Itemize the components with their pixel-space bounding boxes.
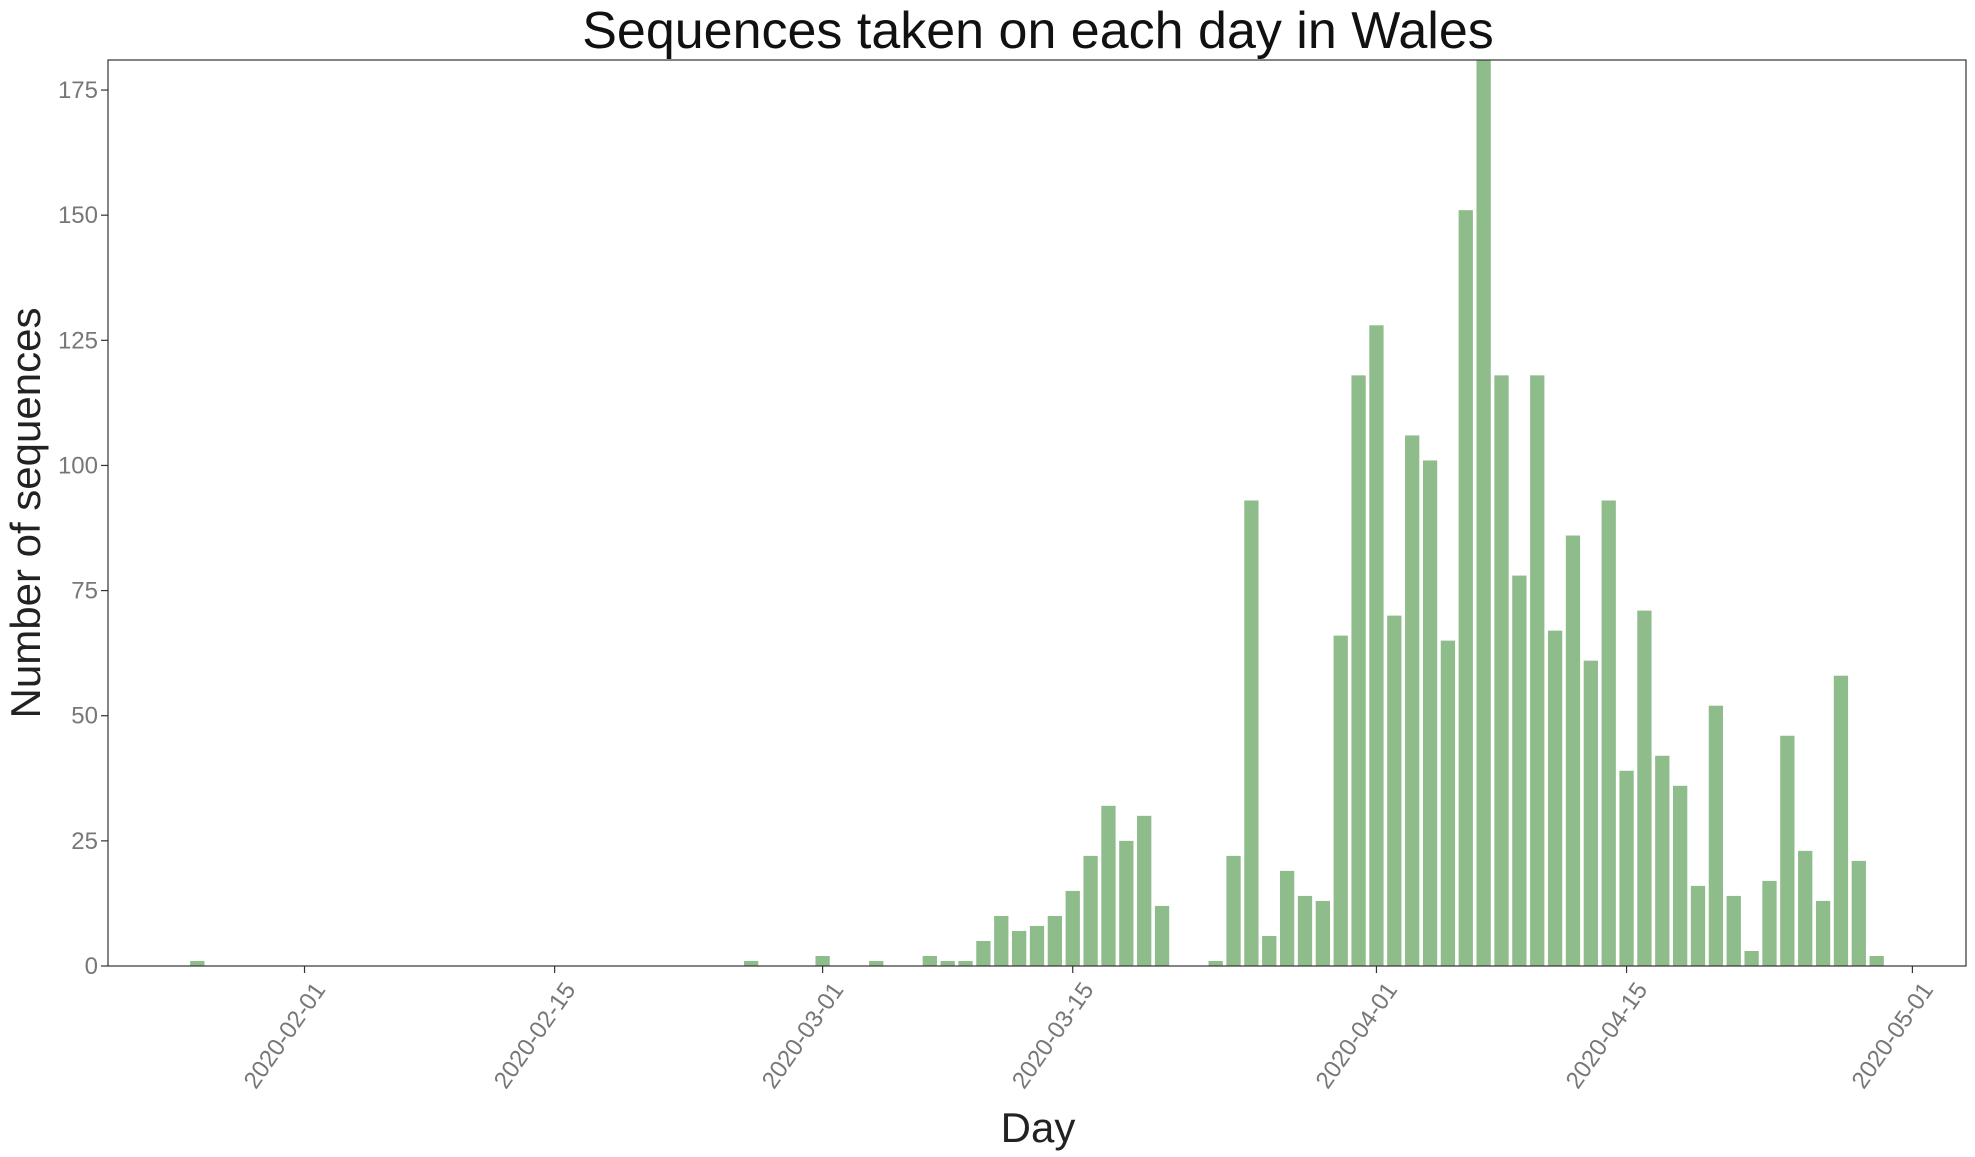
bar-2020-04-15 xyxy=(1619,770,1634,966)
y-tick-label: 125 xyxy=(58,327,98,354)
bar-2020-04-22 xyxy=(1744,950,1759,966)
bar-2020-03-07 xyxy=(922,955,937,966)
y-tick-label: 25 xyxy=(71,828,98,855)
bar-2020-04-04 xyxy=(1422,460,1438,966)
bar-2020-04-20 xyxy=(1708,705,1724,966)
bar-2020-03-09 xyxy=(958,960,973,966)
bar-2020-04-06 xyxy=(1458,210,1473,966)
bar-2020-03-13 xyxy=(1029,925,1045,966)
y-tick-label: 50 xyxy=(71,703,98,730)
bar-2020-04-07 xyxy=(1476,60,1491,966)
bar-2020-04-14 xyxy=(1601,500,1616,966)
bar-2020-03-14 xyxy=(1047,915,1063,966)
x-axis: 2020-02-01 2020-02-15 2020-03-01 2020-03-15… xyxy=(239,966,1939,1094)
bar-2020-04-19 xyxy=(1690,885,1706,966)
x-tick-label: 2020-05-01 xyxy=(1847,978,1940,1094)
bar-2020-04-10 xyxy=(1530,375,1545,967)
y-axis-label: Number of sequences xyxy=(2,308,49,719)
bar-2020-04-26 xyxy=(1815,900,1831,966)
bar-2020-04-03 xyxy=(1405,435,1420,966)
bar-2020-03-04 xyxy=(869,960,884,966)
bar-2020-03-28 xyxy=(1297,895,1313,966)
bar-2020-03-15 xyxy=(1065,890,1080,966)
y-tick-label: 175 xyxy=(58,77,98,104)
bar-2020-04-18 xyxy=(1673,785,1688,966)
bar-2020-04-01 xyxy=(1369,325,1384,966)
x-axis-label: Day xyxy=(1001,1104,1076,1151)
bar-2020-04-23 xyxy=(1762,880,1777,966)
bar-2020-03-20 xyxy=(1154,905,1170,966)
bar-2020-04-08 xyxy=(1494,375,1509,967)
bar-2020-03-23 xyxy=(1208,960,1223,966)
bar-2020-04-16 xyxy=(1637,610,1652,966)
bar-2020-03-01 xyxy=(815,955,830,966)
bar-2020-04-17 xyxy=(1655,755,1670,966)
bar-2020-04-28 xyxy=(1851,860,1866,966)
bar-2020-03-25 xyxy=(1244,500,1259,966)
bar-2020-03-30 xyxy=(1333,635,1348,966)
bar-2020-03-17 xyxy=(1101,805,1116,966)
y-tick-label: 100 xyxy=(58,452,98,479)
bar-2020-03-31 xyxy=(1351,375,1366,967)
x-tick-label: 2020-02-15 xyxy=(489,978,582,1094)
y-tick-label: 0 xyxy=(85,953,98,980)
bar-2020-03-19 xyxy=(1137,815,1152,966)
x-tick-label: 2020-04-01 xyxy=(1311,978,1404,1094)
bar-2020-03-12 xyxy=(1011,930,1027,966)
x-tick-label: 2020-04-15 xyxy=(1561,978,1654,1094)
bar-2020-04-13 xyxy=(1583,660,1598,966)
x-tick-label: 2020-02-01 xyxy=(239,978,332,1094)
bar-2020-03-16 xyxy=(1083,855,1098,966)
bar-2020-04-11 xyxy=(1547,630,1563,966)
bar-2020-03-24 xyxy=(1226,855,1241,966)
bar-2020-03-10 xyxy=(976,940,991,966)
x-tick-label: 2020-03-01 xyxy=(757,978,850,1094)
bar-2020-03-29 xyxy=(1315,900,1330,966)
bar-2020-04-24 xyxy=(1780,735,1795,966)
bars-group xyxy=(190,60,1884,967)
bar-2020-04-02 xyxy=(1387,615,1402,966)
plot-frame xyxy=(107,59,1967,967)
bar-2020-01-26 xyxy=(190,960,205,966)
bar-2020-02-26 xyxy=(744,960,759,966)
bar-2020-03-18 xyxy=(1119,840,1134,966)
bar-2020-04-12 xyxy=(1565,535,1581,966)
bar-2020-03-26 xyxy=(1262,935,1277,966)
y-axis: 0 25 50 75 100 125 150 175 xyxy=(58,77,108,980)
bar-2020-03-27 xyxy=(1279,870,1295,966)
bar-2020-04-09 xyxy=(1512,575,1527,966)
chart-title: Sequences taken on each day in Wales xyxy=(582,2,1494,60)
x-tick-label: 2020-03-15 xyxy=(1007,978,1100,1094)
bar-2020-04-21 xyxy=(1726,895,1741,966)
y-tick-label: 150 xyxy=(58,202,98,229)
bar-2020-04-29 xyxy=(1869,955,1884,966)
bar-2020-03-11 xyxy=(994,915,1009,966)
bar-2020-03-08 xyxy=(940,960,955,966)
bar-2020-04-05 xyxy=(1440,640,1456,966)
bar-2020-04-25 xyxy=(1798,850,1813,966)
y-tick-label: 75 xyxy=(71,578,98,605)
bar-2020-04-27 xyxy=(1833,675,1849,966)
